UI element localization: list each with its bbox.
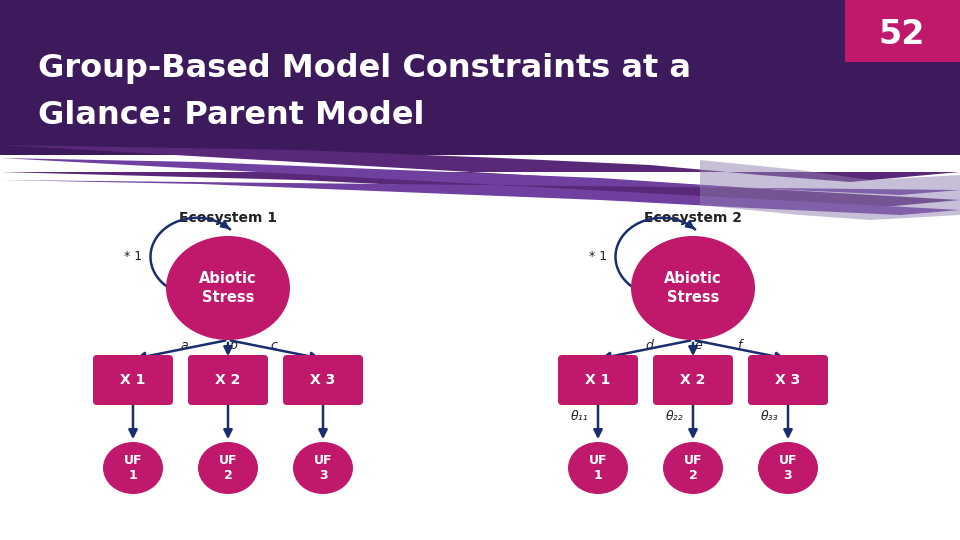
Polygon shape xyxy=(0,145,960,210)
Text: X 3: X 3 xyxy=(310,373,336,387)
Text: e: e xyxy=(694,339,702,352)
Text: X 2: X 2 xyxy=(215,373,241,387)
Bar xyxy=(0,0,960,155)
Text: θ₃₃: θ₃₃ xyxy=(761,410,779,423)
FancyBboxPatch shape xyxy=(188,355,268,405)
FancyBboxPatch shape xyxy=(653,355,733,405)
Ellipse shape xyxy=(631,236,755,340)
Text: UF
1: UF 1 xyxy=(124,454,142,482)
Text: * 1: * 1 xyxy=(589,251,608,264)
FancyBboxPatch shape xyxy=(558,355,638,405)
Ellipse shape xyxy=(758,442,818,494)
Text: * 1: * 1 xyxy=(125,251,142,264)
Text: Glance: Parent Model: Glance: Parent Model xyxy=(38,99,424,131)
Text: Abiotic
Stress: Abiotic Stress xyxy=(199,271,257,306)
FancyBboxPatch shape xyxy=(93,355,173,405)
Text: b: b xyxy=(229,339,237,352)
Text: UF
2: UF 2 xyxy=(219,454,237,482)
Text: c: c xyxy=(271,339,277,352)
Text: UF
3: UF 3 xyxy=(779,454,797,482)
Bar xyxy=(845,0,960,62)
Text: Abiotic
Stress: Abiotic Stress xyxy=(664,271,722,306)
Text: X 1: X 1 xyxy=(120,373,146,387)
Text: Ecosystem 2: Ecosystem 2 xyxy=(644,211,742,225)
Text: X 1: X 1 xyxy=(586,373,611,387)
Polygon shape xyxy=(700,160,960,220)
Ellipse shape xyxy=(198,442,258,494)
FancyBboxPatch shape xyxy=(283,355,363,405)
Ellipse shape xyxy=(663,442,723,494)
Text: Group-Based Model Constraints at a: Group-Based Model Constraints at a xyxy=(38,52,691,84)
Text: UF
2: UF 2 xyxy=(684,454,703,482)
Text: X 2: X 2 xyxy=(681,373,706,387)
Ellipse shape xyxy=(166,236,290,340)
Text: d: d xyxy=(645,339,653,352)
Text: f: f xyxy=(737,339,741,352)
FancyBboxPatch shape xyxy=(748,355,828,405)
Text: θ₂₂: θ₂₂ xyxy=(666,410,684,423)
Ellipse shape xyxy=(103,442,163,494)
Text: UF
3: UF 3 xyxy=(314,454,332,482)
Ellipse shape xyxy=(568,442,628,494)
Text: a: a xyxy=(180,339,188,352)
Text: UF
1: UF 1 xyxy=(588,454,608,482)
Polygon shape xyxy=(0,158,960,215)
Ellipse shape xyxy=(293,442,353,494)
Text: Ecosystem 1: Ecosystem 1 xyxy=(179,211,277,225)
Text: θ₁₁: θ₁₁ xyxy=(571,410,588,423)
Text: X 3: X 3 xyxy=(776,373,801,387)
Text: 52: 52 xyxy=(878,18,925,51)
